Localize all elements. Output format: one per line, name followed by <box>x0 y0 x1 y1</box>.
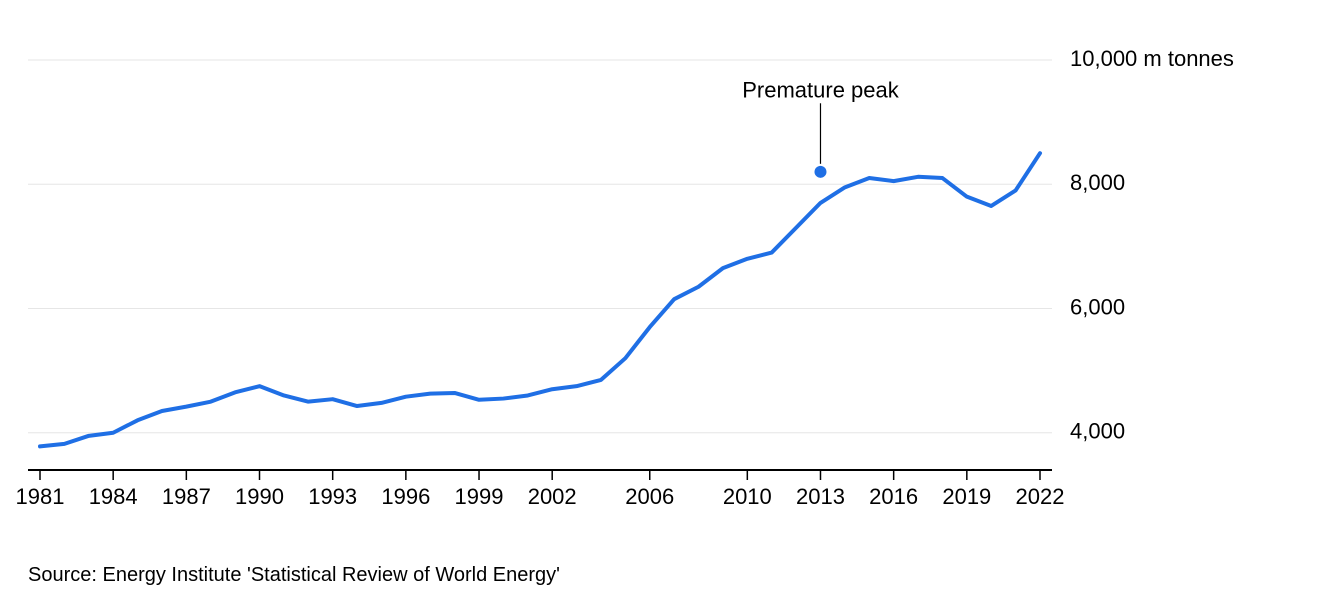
x-tick-label: 2006 <box>625 484 674 509</box>
x-tick-label: 1981 <box>16 484 65 509</box>
line-chart: 1981 1984 1987 1990 1993 1996 1999 2002 2006 2010… <box>0 0 1334 599</box>
chart-container: 1981 1984 1987 1990 1993 1996 1999 2002 2006 2010… <box>0 0 1334 599</box>
x-tick-label: 2002 <box>528 484 577 509</box>
x-tick-label: 1987 <box>162 484 211 509</box>
y-tick-label: 10,000 m tonnes <box>1070 46 1234 71</box>
x-tick-label: 1999 <box>455 484 504 509</box>
x-tick-label: 1990 <box>235 484 284 509</box>
source-caption: Source: Energy Institute 'Statistical Re… <box>28 564 560 587</box>
annotation-label: Premature peak <box>742 77 900 102</box>
x-tick-label: 2013 <box>796 484 845 509</box>
y-tick-label: 8,000 <box>1070 170 1125 195</box>
x-tick-label: 2016 <box>869 484 918 509</box>
y-tick-label: 4,000 <box>1070 419 1125 444</box>
data-line <box>40 153 1040 446</box>
x-tick-label: 2010 <box>723 484 772 509</box>
y-tick-label: 6,000 <box>1070 294 1125 319</box>
x-tick-label: 1993 <box>308 484 357 509</box>
annotation-marker <box>814 166 826 178</box>
x-tick-label: 2019 <box>942 484 991 509</box>
x-tick-label: 1996 <box>381 484 430 509</box>
x-tick-label: 2022 <box>1016 484 1065 509</box>
x-tick-label: 1984 <box>89 484 138 509</box>
